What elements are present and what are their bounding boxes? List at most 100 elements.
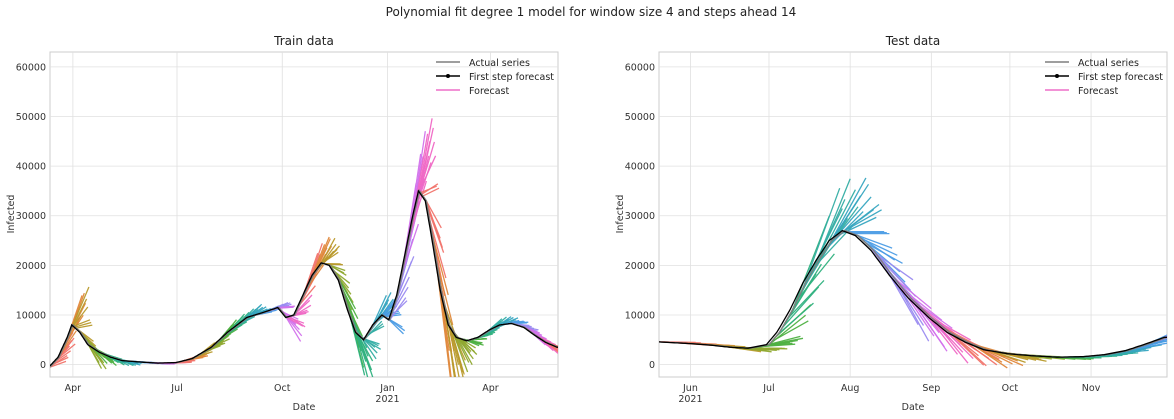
test-forecast-segment [766,337,804,346]
train-forecast-segment [345,302,363,337]
test-forecast-segment [915,302,953,329]
test-forecast-segment [875,253,914,281]
test-forecast-segment [896,281,935,337]
test-legend: Actual series First step forecast Foreca… [1045,58,1163,97]
test-forecast-segment [865,242,903,264]
train-grid [50,52,558,377]
test-forecast-segment [750,347,788,350]
train-forecast-segment [556,346,558,348]
train-forecast-segment [431,233,449,296]
train-forecast-segment [429,220,447,279]
test-y-tick-label: 20000 [625,261,655,272]
train-forecast-segment [285,315,303,337]
train-forecast-segment [460,338,478,355]
train-forecast-segment [419,155,437,192]
test-x-tick-label: Nov [1082,383,1101,394]
train-forecast-segment [450,328,469,373]
test-forecast-segment [786,279,825,320]
train-forecast-segment [388,318,406,332]
train-panel: Train data 0 10000 20000 30000 40000 50000 600… [6,34,559,413]
train-forecast-segment [294,304,312,316]
test-forecast-segment [986,349,1024,367]
train-forecast-segment [374,292,392,324]
test-y-tick-label: 0 [649,360,655,371]
train-y-tick-label: 20000 [16,261,46,272]
train-forecast-segment [512,321,529,325]
train-x-tick-label: Jan [379,383,395,394]
train-forecast-segment [363,338,380,345]
train-forecast-segment [50,360,67,368]
train-forecast-segment [390,300,408,317]
test-forecast-segment [881,260,919,326]
train-forecast-segment [75,321,92,328]
train-x-tick-label: Oct [274,383,291,394]
train-forecast-segment [467,340,484,346]
train-forecast-segment [295,294,313,313]
train-forecast-segment [364,339,382,350]
train-forecast-segment [409,180,428,233]
train-forecast-segment [89,345,107,370]
test-forecast-segment [904,290,943,321]
train-forecast-segment [58,343,76,358]
train-forecast-segment [298,285,316,306]
test-x-axis-label: Date [902,402,925,413]
train-y-axis-label: Infected [6,195,17,234]
test-first-step-forecast-line [659,229,1167,358]
test-legend-forecast-label: Forecast [1078,86,1118,97]
train-forecast-segment [286,316,304,327]
test-y-tick-label: 30000 [625,211,655,222]
test-forecast-segment [933,319,971,341]
train-forecast-segment [449,326,464,377]
train-forecast-segment [278,305,295,309]
train-forecast-segment [444,304,462,351]
train-forecast-segment [323,245,340,264]
train-first-step-forecast-line [50,189,558,367]
test-forecast-segment [1130,342,1167,351]
train-forecast-segment [478,331,496,338]
train-legend: Actual series First step forecast Foreca… [436,58,554,97]
train-forecast-segment [421,183,439,195]
train-legend-actual-label: Actual series [469,58,530,69]
train-forecast-segment [391,286,409,314]
test-forecast-segment [807,199,846,279]
test-legend-first-step-label: First step forecast [1078,72,1163,83]
train-forecast-segment [367,325,385,335]
test-y-axis-label: Infected [615,195,626,234]
train-y-tick-label: 30000 [16,211,46,222]
train-forecast-segment [283,314,302,342]
test-forecast-segment [771,320,809,343]
test-forecast-segment [949,331,987,367]
test-y-tick-label: 60000 [625,62,655,73]
train-forecast-segment [341,287,359,319]
train-x-axis-label: Date [293,402,316,413]
test-y-tick-label: 40000 [625,162,655,173]
train-legend-first-step-label: First step forecast [469,72,554,83]
test-x-tick-label: Sep [922,383,940,394]
test-plot-area [658,51,1168,378]
train-forecast-segment [357,333,374,377]
test-title: Test data [885,34,940,48]
test-forecast-segment [781,286,820,329]
train-legend-first-step-marker [446,74,450,78]
train-forecast-segment [72,286,90,326]
train-y-tick-label: 50000 [16,112,46,123]
train-y-tick-label: 0 [40,360,46,371]
train-forecast-segment [329,264,347,276]
test-forecast-segment [860,237,898,256]
train-legend-forecast-label: Forecast [469,86,509,97]
train-y-ticks: 0 10000 20000 30000 40000 50000 60000 [16,62,46,371]
test-forecast-segment [797,253,835,300]
train-forecast-segment [422,187,440,197]
train-x-tick-label: Apr [482,383,499,394]
train-title: Train data [273,34,334,48]
train-x-tick-label: Apr [65,383,82,394]
test-legend-actual-label: Actual series [1078,58,1139,69]
train-forecast-segment [81,333,99,351]
test-forecast-segment [831,183,870,241]
test-x-tick-year-label: 2021 [678,394,702,405]
test-forecast-segment [844,209,882,232]
test-x-tick-label: Aug [841,383,860,394]
